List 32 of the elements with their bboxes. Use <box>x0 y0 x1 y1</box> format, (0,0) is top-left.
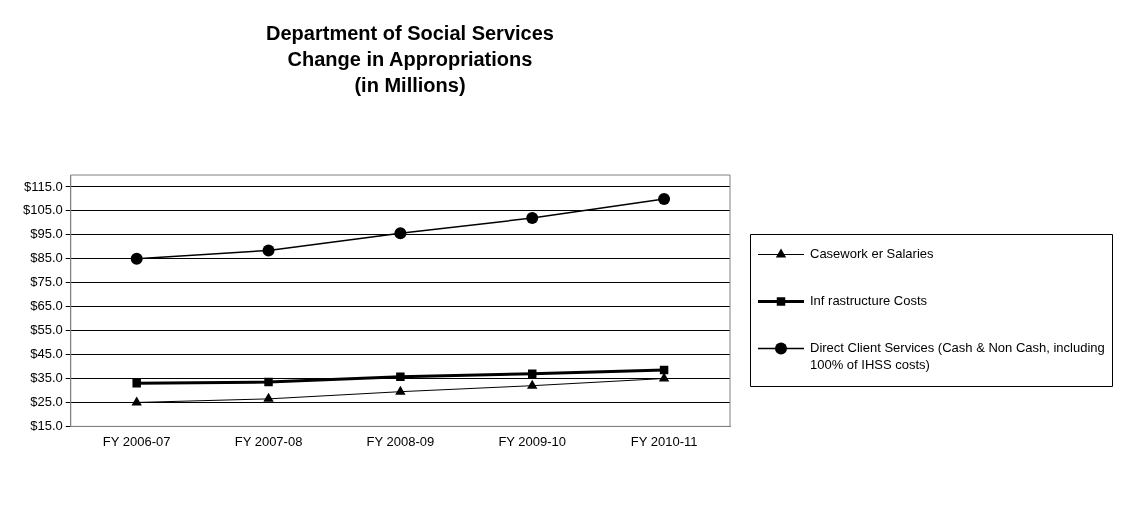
legend-label: Casework er Salaries <box>810 246 935 262</box>
x-tick-label: FY 2006-07 <box>102 433 171 449</box>
y-tick-label: $95.0 <box>30 226 63 242</box>
y-tick-label: $25.0 <box>30 394 63 410</box>
y-tick-label: $45.0 <box>30 346 63 362</box>
point <box>527 379 538 389</box>
point <box>262 244 275 257</box>
x-tick-label: FY 2009-10 <box>498 433 567 449</box>
legend-label: Direct Client Services (Cash & Non Cash, including 100% of IHSS costs) <box>810 340 1105 373</box>
point <box>130 252 143 265</box>
x-tick-label: FY 2010-11 <box>630 433 698 449</box>
point <box>132 379 141 388</box>
point <box>394 227 407 240</box>
y-tick-label: $85.0 <box>30 250 63 266</box>
y-tick-label: $115.0 <box>23 178 63 194</box>
y-tick-label: $55.0 <box>30 322 63 338</box>
y-tick-label: $105.0 <box>23 202 63 218</box>
legend-label: Inf rastructure Costs <box>810 293 928 309</box>
y-tick-label: $65.0 <box>30 298 63 314</box>
point <box>396 372 405 382</box>
point <box>395 385 406 395</box>
point <box>527 369 537 378</box>
point <box>526 212 539 225</box>
y-tick-label: $15.0 <box>30 417 63 433</box>
point <box>263 392 274 402</box>
point <box>264 377 273 387</box>
y-tick-label: $35.0 <box>30 370 63 386</box>
x-tick-label: FY 2007-08 <box>234 433 303 449</box>
chart-title: Department of Social Services Change in Appropriations (in Millions) <box>265 21 555 98</box>
y-tick-label: $75.0 <box>30 274 63 290</box>
point <box>658 192 671 205</box>
x-tick-label: FY 2008-09 <box>366 433 435 449</box>
